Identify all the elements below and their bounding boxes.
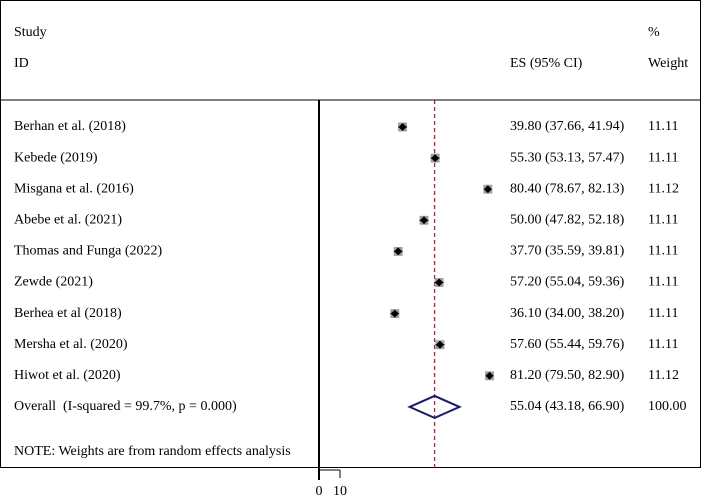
es-label: 57.60 (55.44, 59.76) bbox=[510, 337, 625, 352]
study-label: Kebede (2019) bbox=[14, 150, 98, 165]
x-tick-label: 0 bbox=[316, 484, 323, 499]
study-label: Hiwot et al. (2020) bbox=[14, 368, 121, 383]
study-label: Overall (I-squared = 99.7%, p = 0.000) bbox=[14, 399, 237, 414]
study-label: Berhan et al. (2018) bbox=[14, 119, 126, 134]
study-label: Thomas and Funga (2022) bbox=[14, 244, 162, 259]
point-estimate bbox=[435, 278, 444, 287]
weight-label: 11.11 bbox=[648, 337, 678, 352]
header-pct: % bbox=[648, 25, 660, 40]
es-label: 55.04 (43.18, 66.90) bbox=[510, 399, 625, 414]
point-estimate bbox=[485, 371, 494, 380]
es-label: 37.70 (35.59, 39.81) bbox=[510, 244, 625, 259]
note: NOTE: Weights are from random effects an… bbox=[14, 444, 291, 459]
weight-label: 11.11 bbox=[648, 213, 678, 228]
es-label: 39.80 (37.66, 41.94) bbox=[510, 119, 625, 134]
point-estimate bbox=[431, 154, 440, 163]
x-tick-label: 10 bbox=[333, 484, 347, 499]
es-label: 81.20 (79.50, 82.90) bbox=[510, 368, 625, 383]
point-estimate bbox=[483, 185, 492, 194]
frame bbox=[0, 0, 701, 468]
weight-label: 11.11 bbox=[648, 119, 678, 134]
weight-label: 11.11 bbox=[648, 306, 678, 321]
weight-label: 11.11 bbox=[648, 244, 678, 259]
weight-label: 11.11 bbox=[648, 275, 678, 290]
es-label: 57.20 (55.04, 59.36) bbox=[510, 275, 625, 290]
es-label: 50.00 (47.82, 52.18) bbox=[510, 213, 625, 228]
es-label: 80.40 (78.67, 82.13) bbox=[510, 181, 625, 196]
es-label: 55.30 (53.13, 57.47) bbox=[510, 150, 625, 165]
study-label: Mersha et al. (2020) bbox=[14, 337, 128, 352]
point-estimate bbox=[394, 247, 403, 256]
header-study: Study bbox=[14, 25, 47, 40]
weight-label: 11.12 bbox=[648, 368, 679, 383]
header-weight: Weight bbox=[648, 56, 688, 71]
study-label: Zewde (2021) bbox=[14, 275, 93, 290]
header-es: ES (95% CI) bbox=[510, 56, 583, 71]
study-label: Abebe et al. (2021) bbox=[14, 213, 122, 228]
study-label: Berhea et al (2018) bbox=[14, 306, 122, 321]
weight-label: 11.12 bbox=[648, 181, 679, 196]
point-estimate bbox=[398, 123, 407, 131]
study-label: Misgana et al. (2016) bbox=[14, 181, 134, 196]
point-estimate bbox=[390, 309, 399, 318]
point-estimate bbox=[420, 216, 428, 225]
es-label: 36.10 (34.00, 38.20) bbox=[510, 306, 625, 321]
point-estimate bbox=[435, 340, 444, 349]
overall-diamond bbox=[407, 394, 462, 419]
weight-label: 100.00 bbox=[648, 399, 687, 414]
weight-label: 11.11 bbox=[648, 150, 678, 165]
header-id: ID bbox=[14, 56, 29, 71]
